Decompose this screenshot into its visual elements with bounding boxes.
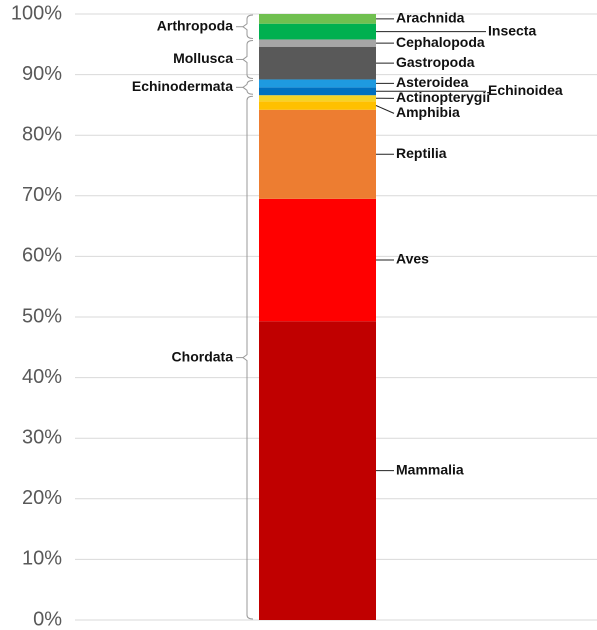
group-label: Arthropoda [157,17,233,33]
y-tick-label: 50% [22,305,62,327]
y-tick-label: 0% [33,608,62,630]
group-label: Echinodermata [132,78,233,94]
bar-segment [259,198,376,322]
bar-segment [259,39,376,47]
segment-label: Gastropoda [396,54,475,70]
segment-label: Cephalopoda [396,34,485,50]
segment-label: Mammalia [396,461,464,477]
y-tick-label: 90% [22,63,62,85]
y-tick-label: 40% [22,366,62,388]
segment-label: Echinoidea [488,82,563,98]
segment-label: Amphibia [396,104,460,120]
y-tick-label: 30% [22,426,62,448]
label-leader [375,105,395,114]
bar-segment [259,321,376,620]
segment-label: Asteroidea [396,74,469,90]
bar-segment [259,14,376,24]
segment-label: Insecta [488,22,536,38]
group-bracket [242,39,254,79]
segment-label: Actinopterygii [396,89,490,105]
y-tick-label: 80% [22,123,62,145]
group-label: Chordata [172,348,234,364]
segment-label: Reptilia [396,145,447,161]
y-tick-label: 70% [22,184,62,206]
group-label: Mollusca [173,50,233,66]
group-bracket [242,79,254,95]
segment-label: Arachnida [396,10,465,26]
bar-segment [259,109,376,199]
y-tick-label: 60% [22,245,62,267]
y-tick-label: 100% [11,2,62,24]
bar-segment [259,95,376,102]
y-tick-label: 20% [22,487,62,509]
bar-segment [259,87,376,96]
bar-segment [259,46,376,80]
bar-segment [259,23,376,40]
bar-segment [259,79,376,88]
group-bracket [242,14,254,39]
group-bracket [242,95,254,620]
bar-segment [259,101,376,110]
segment-label: Aves [396,251,429,267]
y-tick-label: 10% [22,548,62,570]
